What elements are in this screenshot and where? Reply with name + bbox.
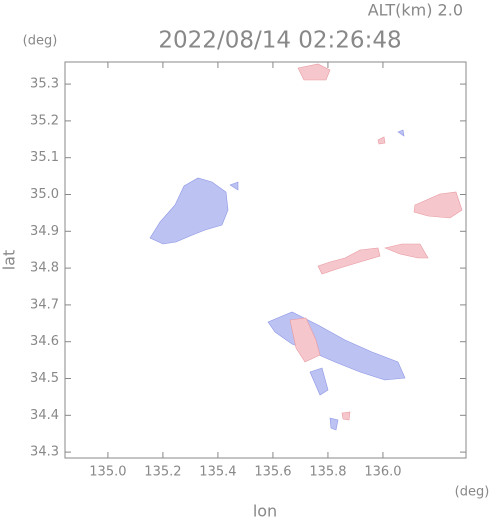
x-tick-label: 135.4 <box>199 465 236 480</box>
y-tick-label: 34.4 <box>30 408 59 423</box>
x-unit: (deg) <box>455 485 490 500</box>
x-tick-label: 136.0 <box>364 465 401 480</box>
chart-title: 2022/08/14 02:26:48 <box>158 28 401 54</box>
y-tick-label: 35.1 <box>30 150 59 165</box>
y-tick-label: 34.9 <box>30 224 59 239</box>
y-tick-label: 35.3 <box>30 77 59 92</box>
x-axis-label: lon <box>253 502 277 521</box>
x-tick-label: 135.0 <box>89 465 126 480</box>
echo <box>149 177 229 245</box>
y-tick-label: 35.2 <box>30 113 59 128</box>
x-tick-label: 135.2 <box>144 465 181 480</box>
y-unit: (deg) <box>23 34 58 49</box>
y-tick-label: 35.0 <box>30 187 59 202</box>
echo <box>297 63 331 81</box>
subtitle: ALT(km) 2.0 <box>368 1 463 20</box>
x-tick-label: 135.8 <box>309 465 346 480</box>
radar-echoes <box>149 63 463 431</box>
echo <box>397 129 405 137</box>
echo <box>267 311 406 381</box>
echo <box>229 181 239 191</box>
x-tick-label: 135.6 <box>254 465 291 480</box>
echo <box>289 317 321 363</box>
y-tick-label: 34.6 <box>30 334 59 349</box>
y-tick-label: 34.5 <box>30 371 59 386</box>
y-tick-label: 34.3 <box>30 445 59 460</box>
echo <box>317 247 381 275</box>
y-axis-label: lat <box>0 250 19 271</box>
echo <box>341 411 351 421</box>
echo <box>329 417 339 431</box>
echo <box>309 367 329 396</box>
plot-frame <box>64 61 467 459</box>
y-tick-label: 34.8 <box>30 261 59 276</box>
y-tick-label: 34.7 <box>30 297 59 312</box>
echo <box>377 136 386 145</box>
echo <box>384 243 429 259</box>
echo <box>413 191 463 219</box>
